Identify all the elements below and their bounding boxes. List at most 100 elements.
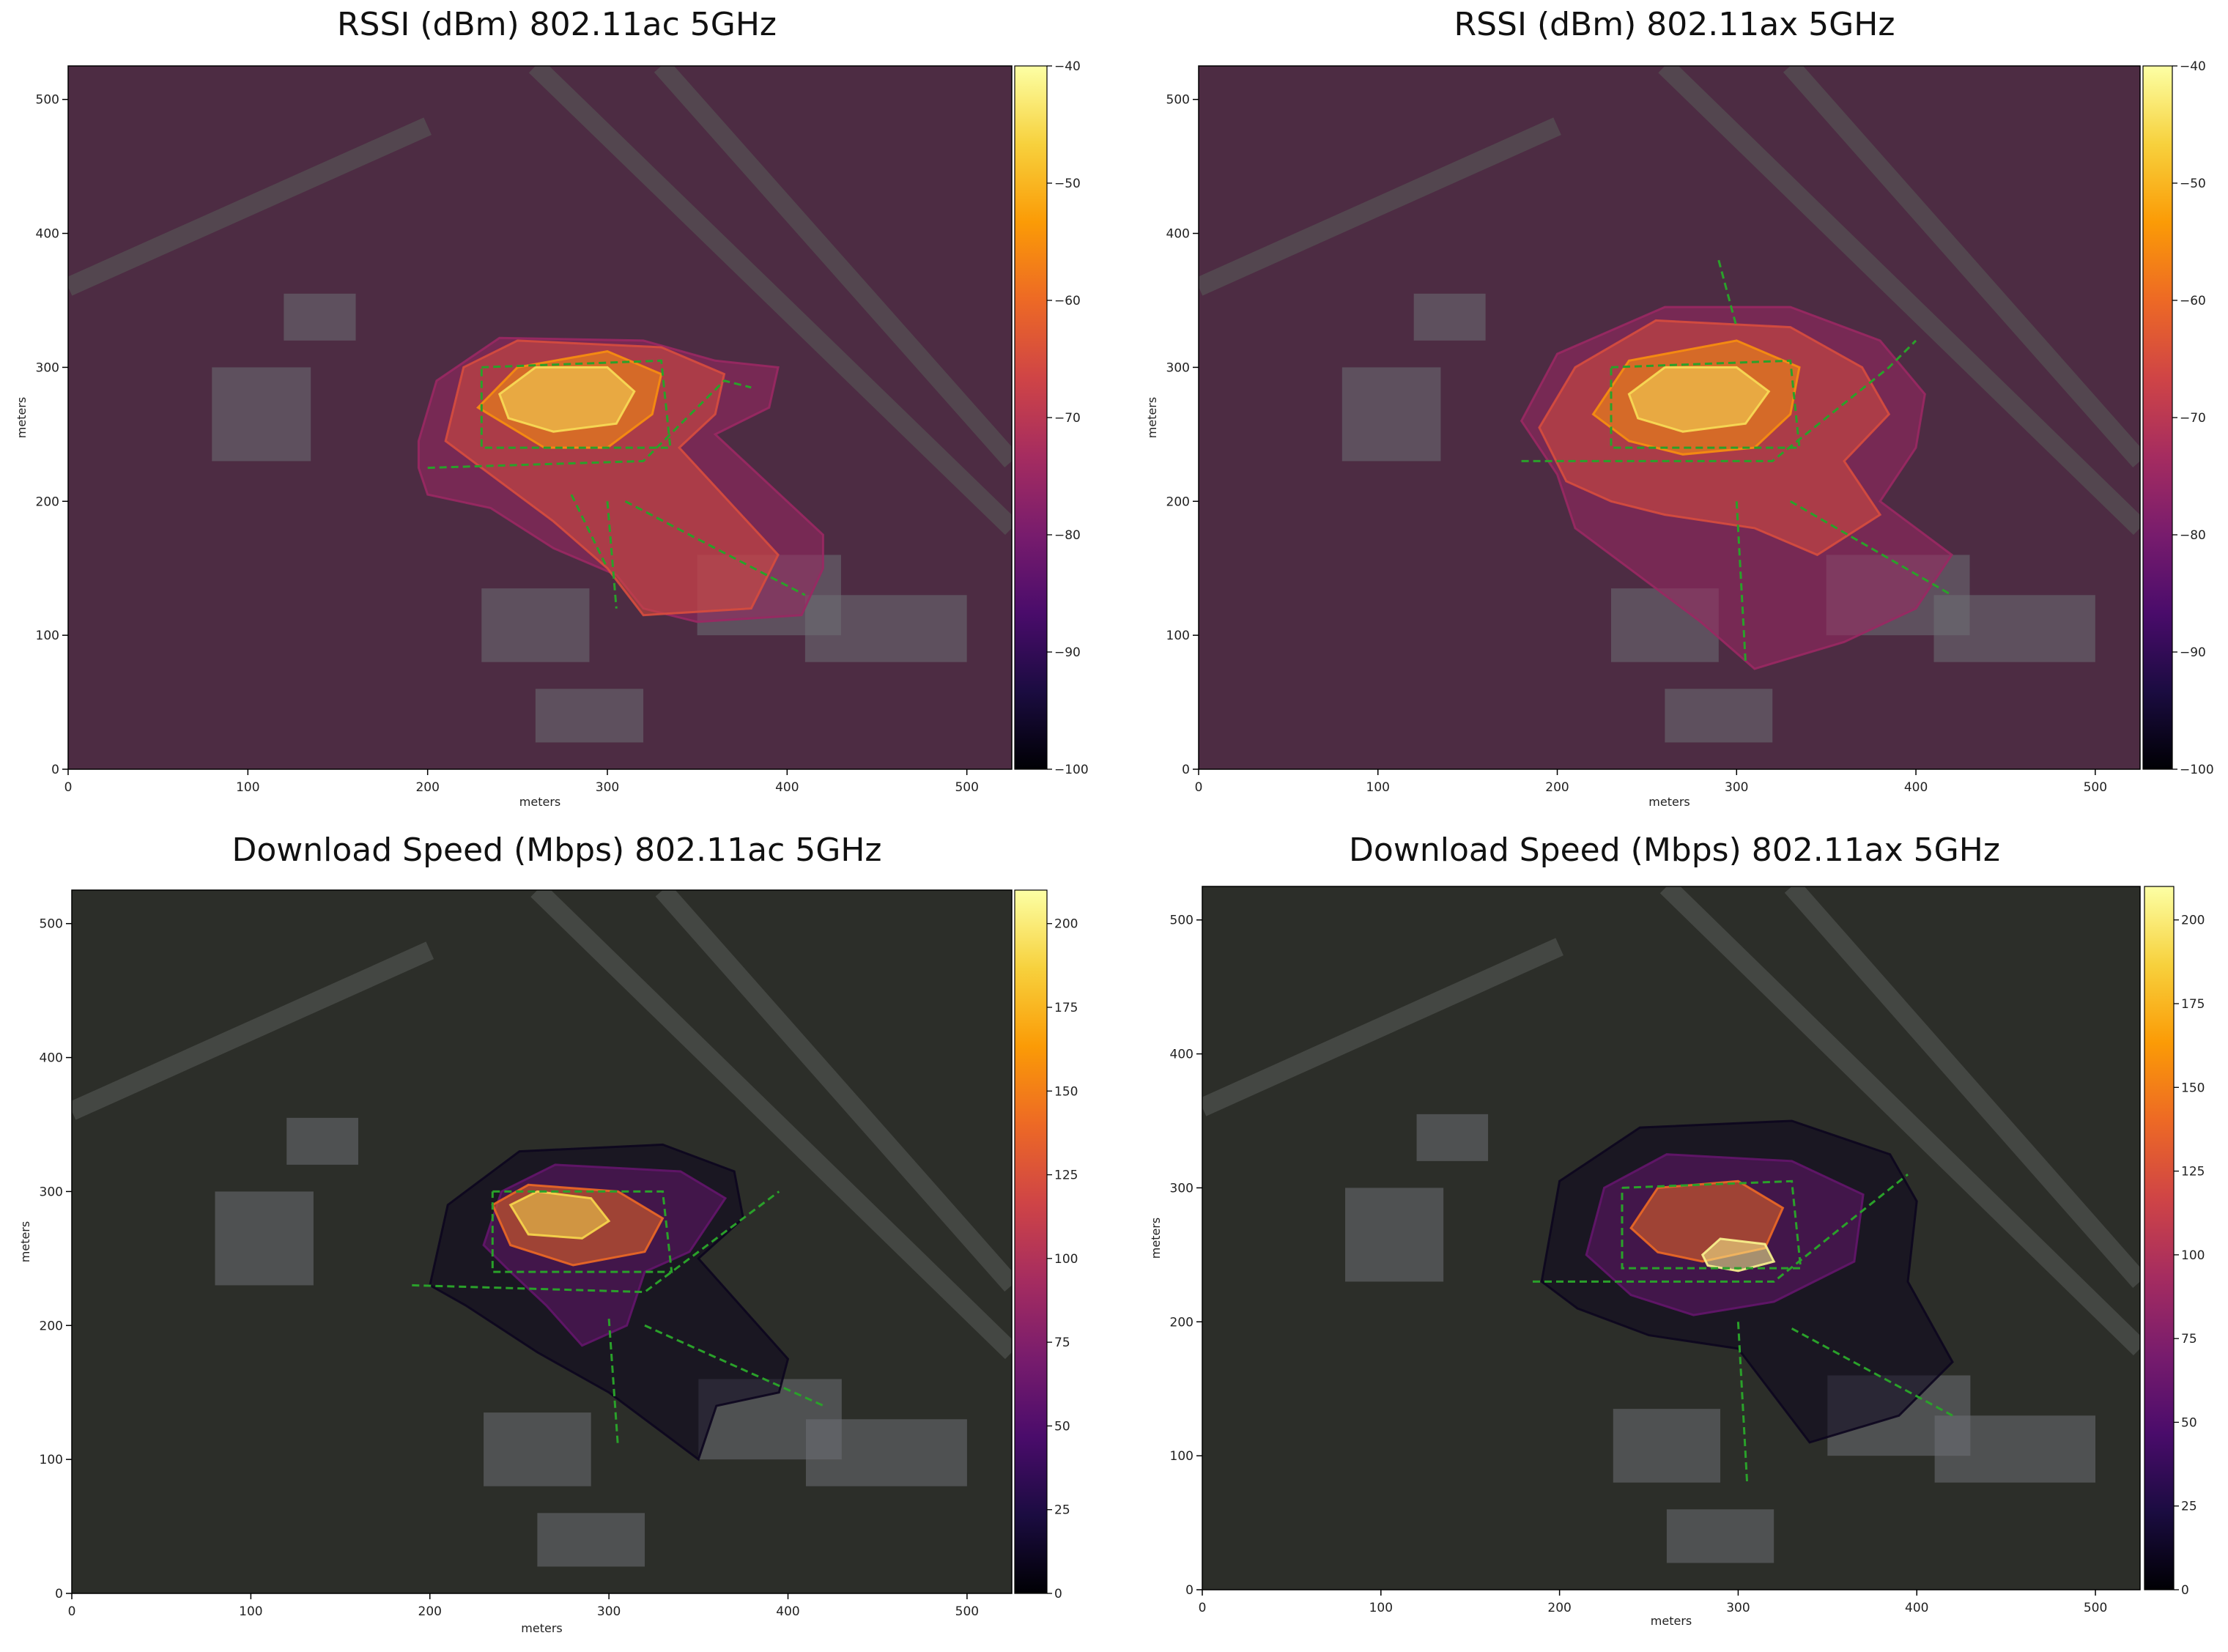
colorbar-tick-label: 25 xyxy=(2181,1500,2197,1514)
x-tick-label: 0 xyxy=(68,1604,76,1619)
map-road xyxy=(72,941,434,1120)
chart-rssi-ac: 0 100 200 300 400 500 0 100 200 300 400 500 meters me… xyxy=(15,59,1089,809)
x-tick-label: 500 xyxy=(955,1604,979,1619)
y-tick-label: 300 xyxy=(1166,360,1190,375)
y-tick-label: 100 xyxy=(1166,629,1190,643)
x-tick-label: 500 xyxy=(2084,780,2107,795)
colorbar-tick-label: 125 xyxy=(1054,1168,1078,1183)
x-tick-label: 300 xyxy=(596,780,619,795)
map-road xyxy=(1199,117,1561,296)
colorbar-tick-label: −100 xyxy=(2180,763,2214,777)
colorbar-tick-label: −100 xyxy=(1054,763,1089,777)
y-tick-label: 200 xyxy=(40,1319,63,1333)
colorbar-tick-label: 0 xyxy=(2181,1583,2189,1598)
y-tick-label: 200 xyxy=(1166,495,1190,509)
y-tick-label: 500 xyxy=(40,917,63,932)
axes-frame xyxy=(71,889,1013,1594)
chart-title: RSSI (dBm) 802.11ax 5GHz xyxy=(1454,6,1895,43)
colorbar xyxy=(2144,886,2175,1590)
colorbar-tick-label: −50 xyxy=(1054,177,1081,191)
map-building xyxy=(805,1419,967,1486)
colorbar-tick-label: −70 xyxy=(1054,411,1081,426)
contour-region xyxy=(1700,1237,1776,1273)
y-tick-label: 500 xyxy=(1166,93,1190,108)
x-axis-label: meters xyxy=(521,1621,562,1635)
map-road xyxy=(68,117,432,296)
y-tick-label: 100 xyxy=(40,1453,63,1467)
x-tick-label: 300 xyxy=(597,1604,621,1619)
colorbar-tick-label: 100 xyxy=(1054,1252,1078,1267)
map-building xyxy=(286,1117,359,1165)
measurement-path xyxy=(606,501,618,609)
axes-frame xyxy=(67,65,1013,770)
colorbar-tick-label: 150 xyxy=(1054,1084,1078,1099)
y-tick-label: 400 xyxy=(36,227,59,242)
map-road xyxy=(1783,66,2140,468)
panel-rssi-ac: RSSI (dBm) 802.11ac 5GHz 0 100 200 300 400 50… xyxy=(0,0,1114,821)
x-tick-label: 400 xyxy=(1905,1601,1928,1615)
measurement-path xyxy=(1791,1327,1953,1417)
chart-title: Download Speed (Mbps) 802.11ac 5GHz xyxy=(232,831,882,869)
y-tick-label: 500 xyxy=(1170,914,1193,928)
chart-speed-ax: 0 100 200 300 400 5000100200300400500metersme… xyxy=(1149,886,2205,1628)
x-tick-label: 500 xyxy=(955,780,978,795)
x-tick-label: 0 xyxy=(64,780,73,795)
x-tick-label: 400 xyxy=(775,780,799,795)
colorbar-tick-label: 75 xyxy=(2181,1332,2197,1347)
map-building xyxy=(1934,1415,2096,1483)
y-axis-label: meters xyxy=(15,397,29,438)
colorbar-tick-label: 150 xyxy=(2181,1081,2205,1095)
colorbar-tick-label: −60 xyxy=(1054,294,1081,308)
colorbar-tick-label: 100 xyxy=(2181,1248,2205,1263)
y-tick-label: 500 xyxy=(36,93,59,108)
measurement-path xyxy=(644,1324,825,1407)
colorbar xyxy=(1014,65,1048,770)
map-building xyxy=(284,293,356,341)
y-tick-label: 200 xyxy=(36,495,59,509)
contour-region xyxy=(508,1190,611,1240)
map-building xyxy=(481,588,590,662)
colorbar-tick-label: −90 xyxy=(1054,645,1081,660)
measurement-path xyxy=(1789,500,1953,596)
y-tick-label: 400 xyxy=(1170,1048,1193,1062)
measurement-path xyxy=(1735,501,1747,662)
x-tick-label: 100 xyxy=(1366,780,1390,795)
colorbar-tick-label: 25 xyxy=(1054,1503,1070,1518)
map-building xyxy=(1413,293,1486,341)
colorbar-tick-label: 50 xyxy=(1054,1419,1070,1434)
colorbar-tick-label: −70 xyxy=(2180,411,2206,426)
map-building xyxy=(1613,1409,1721,1483)
x-tick-label: 200 xyxy=(415,780,439,795)
colorbar-tick-label: −40 xyxy=(1054,59,1081,74)
colorbar-tick-label: 175 xyxy=(1054,1001,1078,1015)
x-axis-label: meters xyxy=(1651,1614,1692,1628)
plot-area xyxy=(1202,886,2140,1590)
y-tick-label: 400 xyxy=(1166,227,1190,242)
map-building xyxy=(212,367,311,462)
y-tick-label: 0 xyxy=(55,1587,63,1601)
colorbar-tick-label: −80 xyxy=(1054,528,1081,543)
contour-region xyxy=(498,366,636,433)
x-tick-label: 200 xyxy=(1547,1601,1571,1615)
x-axis-label: meters xyxy=(1648,795,1689,809)
x-tick-label: 0 xyxy=(1199,1601,1207,1615)
x-tick-label: 300 xyxy=(1726,1601,1750,1615)
x-tick-label: 200 xyxy=(418,1604,442,1619)
chart-title: RSSI (dBm) 802.11ac 5GHz xyxy=(336,6,777,43)
x-tick-label: 300 xyxy=(1725,780,1748,795)
measurement-path xyxy=(412,1190,780,1294)
panel-speed-ax: Download Speed (Mbps) 802.11ax 5GHz 0 100… xyxy=(1121,824,2228,1652)
panel-rssi-ax: RSSI (dBm) 802.11ax 5GHz 0 100 200 300 400 50… xyxy=(1121,0,2228,821)
plot-area xyxy=(1199,66,2140,769)
y-tick-label: 200 xyxy=(1170,1315,1193,1330)
plot-area xyxy=(68,66,1012,769)
y-tick-label: 400 xyxy=(40,1051,63,1066)
y-tick-label: 0 xyxy=(1182,763,1190,777)
map-road xyxy=(530,890,1012,1360)
colorbar-tick-label: 200 xyxy=(2181,914,2205,928)
x-tick-label: 200 xyxy=(1545,780,1569,795)
measurement-path xyxy=(491,1190,673,1273)
measurement-path xyxy=(1621,1179,1802,1270)
colorbar xyxy=(1014,889,1048,1594)
x-tick-label: 100 xyxy=(239,1604,262,1619)
